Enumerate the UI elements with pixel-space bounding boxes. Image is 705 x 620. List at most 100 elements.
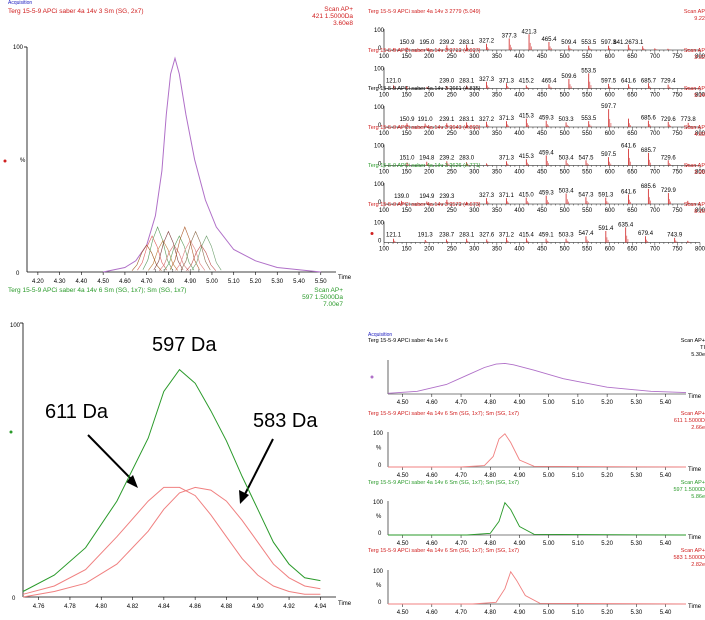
x-tick-label: 4.90 (184, 279, 196, 285)
deconvoluted-peak (180, 230, 211, 271)
peak-label: 239.1 (439, 117, 455, 123)
x-tick-label: 600 (605, 54, 616, 60)
x-tick-label: 600 (605, 247, 616, 253)
x-tick-label: 200 (424, 131, 435, 137)
x-tick-label: 5.10 (572, 610, 584, 616)
y-axis-label-0: 0 (378, 85, 382, 91)
peak-label: 415.4 (519, 233, 535, 239)
x-tick-label: 350 (492, 131, 503, 137)
deconvoluted-peak (169, 226, 200, 270)
x-tick-label: 4.60 (426, 473, 438, 479)
arrow-611 (87, 434, 136, 484)
x-tick-label: 800 (695, 93, 705, 99)
x-axis-label-time: Time (688, 604, 702, 610)
annotation-583-da: 583 Da (253, 410, 318, 432)
peak-label: 377.3 (502, 33, 518, 39)
deconvoluted-peak (175, 239, 206, 271)
spectrum-title: Terg 15-5-9 APCi saber 4a 14v 3 2661 (4.… (368, 86, 481, 92)
x-tick-label: 5.10 (572, 400, 584, 406)
x-tick-label: 5.20 (601, 473, 613, 479)
x-tick-label: 550 (582, 208, 593, 214)
x-tick-label: 550 (582, 170, 593, 176)
x-tick-label: 400 (514, 54, 525, 60)
y-axis-label-0: 0 (12, 596, 16, 602)
peak-label: 121.1 (386, 233, 402, 239)
x-tick-label: 500 (560, 93, 571, 99)
x-tick-label: 4.84 (158, 604, 170, 610)
x-tick-label: 250 (447, 54, 458, 60)
peak-label: 327.6 (479, 233, 495, 239)
mass-window: 583 1.5000D (673, 555, 705, 561)
x-tick-label: 4.82 (127, 604, 139, 610)
x-tick-label: 5.30 (630, 610, 642, 616)
peak-label: 547.3 (578, 192, 594, 198)
scan-mode: Scan AP (683, 47, 705, 54)
y-axis-label-100: 100 (13, 45, 24, 51)
peak-label: 459.1 (539, 233, 555, 239)
x-tick-label: 300 (469, 131, 480, 137)
x-tick-label: 4.50 (397, 400, 409, 406)
peak-label: 635.4 (618, 222, 634, 228)
x-tick-label: 4.50 (397, 610, 409, 616)
deconvoluted-peak (148, 239, 178, 271)
y-axis-label-100: 100 (374, 67, 385, 73)
intensity-value: 5.14 (694, 93, 705, 99)
spectrum-title: Terg 15-5-9 APCi saber 4a 14v 3 2572 (4.… (368, 201, 481, 208)
y-axis-label-0: 0 (378, 123, 382, 129)
y-axis-label-0: 0 (378, 239, 382, 245)
x-tick-label: 5.30 (630, 541, 642, 547)
peak-label: 327.3 (479, 77, 495, 83)
peak-label: 371.3 (499, 156, 515, 162)
scan-mode: Scan AP (683, 124, 705, 131)
peak-label: 685.7 (641, 148, 657, 154)
peak-label: 150.9 (399, 40, 415, 46)
intensity-value: 4.60 (694, 131, 705, 138)
intensity-value: 3.26 (694, 170, 705, 176)
x-tick-label: 5.40 (660, 400, 672, 406)
x-tick-label: 4.30 (54, 279, 66, 285)
peak-label: 685.6 (641, 116, 657, 122)
peak-label: 283.1 (459, 117, 475, 123)
x-tick-label: 350 (492, 247, 503, 253)
peak-label: 283.1 (459, 79, 475, 85)
scan-mode: Scan AP+ (680, 480, 705, 486)
x-tick-label: 4.80 (484, 473, 496, 479)
peak-label: 150.9 (399, 117, 415, 123)
x-tick-label: 400 (514, 131, 525, 137)
intensity-value: 5.30e (691, 352, 705, 358)
y-axis-label-0: 0 (16, 271, 20, 277)
peak-label: 421.3 (522, 29, 538, 35)
intensity-value: 2.82e (691, 562, 705, 568)
y-axis-label-0: 0 (378, 463, 382, 469)
scan-mode: Scan AP (683, 163, 705, 169)
x-tick-label: 4.20 (32, 279, 44, 285)
trace-583-da (22, 486, 321, 598)
peak-label: 327.3 (479, 193, 495, 199)
x-tick-label: 750 (672, 170, 683, 176)
x-tick-label: 4.50 (397, 541, 409, 547)
x-tick-label: 700 (650, 208, 661, 214)
peak-label: 503.4 (559, 155, 575, 161)
x-tick-label: 5.00 (543, 473, 555, 479)
x-tick-label: 200 (424, 208, 435, 214)
x-tick-label: 4.60 (119, 279, 131, 285)
scan-mode: Scan AP+ (680, 338, 705, 344)
x-tick-label: 100 (379, 170, 390, 176)
x-tick-label: 450 (537, 170, 548, 176)
peak-label: 729.9 (661, 188, 677, 194)
peak-label: 729.6 (661, 155, 677, 161)
x-tick-label: 5.10 (228, 279, 240, 285)
arrow-583-head (239, 490, 249, 504)
deconvoluted-peak (191, 235, 222, 271)
x-tick-label: 400 (514, 208, 525, 214)
peak-label: 371.2 (499, 233, 515, 239)
peak-label: 503.3 (559, 233, 575, 239)
x-tick-label: 650 (627, 54, 638, 60)
peak-label: 283.1 (459, 233, 475, 239)
peak-label: 641.6 (621, 79, 637, 85)
x-tick-label: 100 (379, 93, 390, 99)
chromatogram-trace (103, 56, 321, 273)
y-axis-label-100: 100 (373, 569, 384, 575)
x-tick-label: 5.00 (206, 279, 218, 285)
trace-title: Terg 15-5-9 APCi saber 4a 14v 6 Sm (SG, … (368, 548, 520, 554)
